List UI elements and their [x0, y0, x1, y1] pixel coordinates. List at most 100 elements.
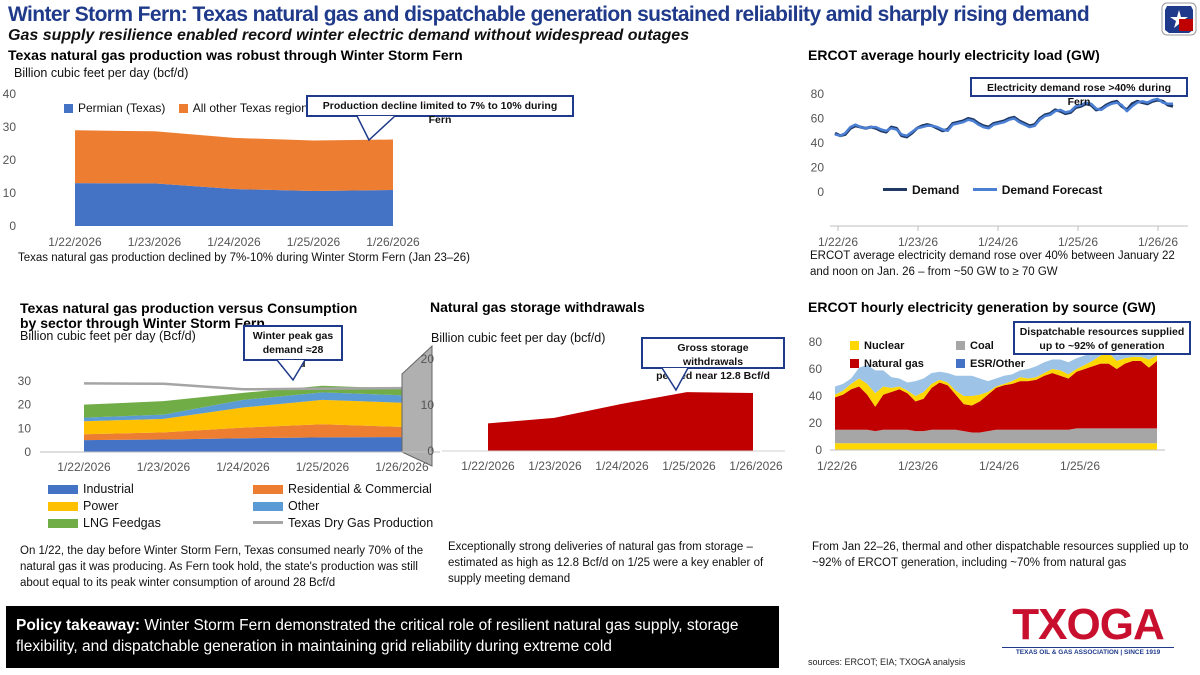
- legend-permian: Permian (Texas): [64, 101, 165, 115]
- x-tick-label: 1/26/2026: [375, 460, 429, 474]
- production-legend: Permian (Texas) All other Texas regions: [64, 101, 314, 115]
- y-tick-label: 30: [3, 120, 17, 134]
- area-natural-gas: [835, 360, 1157, 433]
- generation-caption: From Jan 22–26, thermal and other dispat…: [812, 541, 1189, 569]
- y-tick-label: 80: [809, 335, 823, 349]
- load-caption: ERCOT average electricity demand rose ov…: [810, 250, 1175, 278]
- consumption-callout: Winter peak gas demand ≈28 bcf/d: [243, 325, 343, 370]
- x-tick-label: 1/24/2026: [207, 235, 261, 249]
- policy-text: Winter Storm Fern demonstrated the criti…: [16, 617, 739, 655]
- legend-demand-forecast: Demand Forecast: [972, 183, 1102, 197]
- x-tick-label: 1/24/2026: [595, 459, 649, 473]
- legend-demand: Demand: [883, 183, 959, 197]
- y-tick-label: 0: [815, 443, 822, 457]
- y-tick-label: 40: [3, 87, 17, 101]
- line-demand-forecast: [834, 97, 1173, 137]
- x-tick-label: 1/22/26: [817, 459, 857, 473]
- legend-other-texas: All other Texas regions: [178, 101, 314, 115]
- policy-takeaway-box: Policy takeaway: Winter Storm Fern demon…: [6, 606, 779, 668]
- line-texas-dry-gas-production: [83, 382, 403, 391]
- x-tick-label: 1/23/26: [898, 459, 938, 473]
- generation-legend: Nuclear Coal Natural gas ESR/Other: [850, 337, 1040, 373]
- x-tick-label: 1/25/26: [1060, 459, 1100, 473]
- production-callout: Production decline limited to 7% to 10% …: [306, 95, 574, 126]
- x-tick-label: 1/26/2026: [729, 459, 783, 473]
- legend-nuclear: Nuclear: [850, 337, 956, 355]
- x-tick-label: 1/23/2026: [137, 460, 191, 474]
- sources-note: sources: ERCOT; EIA; TXOGA analysis: [808, 657, 966, 667]
- consumption-caption: On 1/22, the day before Winter Storm Fer…: [20, 545, 424, 589]
- x-tick-label: 1/24/26: [979, 459, 1019, 473]
- area-industrial: [84, 437, 402, 452]
- legend-other: Other: [253, 498, 319, 515]
- y-tick-label: 0: [24, 445, 31, 459]
- consumption-unit: Billion cubic feet per day (Bcf/d): [20, 329, 196, 343]
- y-tick-label: 20: [811, 161, 825, 175]
- area-other: [84, 392, 402, 422]
- storage-title: Natural gas storage withdrawals: [430, 299, 645, 315]
- policy-label: Policy takeaway:: [16, 617, 141, 634]
- production-callout-pointer: [356, 116, 396, 142]
- area-residential-commercial: [84, 424, 402, 441]
- y-tick-label: 0: [427, 444, 434, 458]
- page-subtitle: Gas supply resilience enabled record win…: [8, 27, 690, 44]
- storage-chart: 0 10 20 1/22/2026 1/23/2026 1/24/2026 1/25/202…: [421, 352, 785, 473]
- production-chart: 0 10 20 30 40 1/22/2026 1/23/2026 1/24/2026 1/25…: [3, 87, 420, 249]
- y-tick-label: 80: [811, 87, 825, 101]
- y-tick-label: 0: [817, 185, 824, 199]
- x-tick-label: 1/26/26: [1138, 235, 1178, 249]
- x-tick-label: 1/23/2026: [528, 459, 582, 473]
- production-unit: Billion cubic feet per day (bcf/d): [14, 66, 189, 80]
- consumption-callout-pointer: [276, 360, 306, 382]
- consumption-legend: Industrial Residential & Commercial Power…: [48, 481, 438, 532]
- area-power: [84, 399, 402, 435]
- x-tick-label: 1/22/2026: [461, 459, 515, 473]
- load-chart: 0 20 40 60 80 1/22/26 1/23/26 1/24/26 1/25/26 1/2…: [811, 87, 1188, 249]
- consumption-chart: 0 10 20 30 1/22/2026 1/23/2026 1/24/2026 1/25/2…: [18, 344, 440, 474]
- x-tick-label: 1/24/26: [978, 235, 1018, 249]
- area-all-other-texas-regions: [75, 130, 393, 192]
- legend-coal: Coal: [956, 337, 994, 355]
- y-tick-label: 20: [421, 352, 435, 366]
- y-tick-label: 20: [3, 153, 17, 167]
- storage-caption: Exceptionally strong deliveries of natur…: [448, 541, 764, 585]
- y-tick-label: 10: [421, 398, 435, 412]
- storage-callout: Gross storage withdrawals peaked near 12…: [641, 337, 785, 382]
- area-lng-feedgas: [84, 385, 402, 418]
- legend-dry-gas: Texas Dry Gas Production: [253, 515, 433, 532]
- legend-industrial: Industrial: [48, 481, 253, 498]
- y-tick-label: 60: [809, 362, 823, 376]
- legend-natural-gas: Natural gas: [850, 355, 956, 373]
- x-tick-label: 1/23/2026: [128, 235, 182, 249]
- x-tick-label: 1/22/2026: [57, 460, 111, 474]
- x-tick-label: 1/25/26: [1058, 235, 1098, 249]
- y-tick-label: 30: [18, 374, 32, 388]
- consumption-title: Texas natural gas production versus Cons…: [20, 300, 358, 331]
- x-tick-label: 1/25/2026: [662, 459, 716, 473]
- area-permian-texas-: [75, 183, 393, 226]
- area-nuclear: [835, 443, 1157, 450]
- y-tick-label: 40: [811, 136, 825, 150]
- x-tick-label: 1/23/26: [898, 235, 938, 249]
- load-title: ERCOT average hourly electricity load (G…: [808, 47, 1100, 63]
- x-tick-label: 1/25/2026: [287, 235, 341, 249]
- txoga-logo: TXOGA TEXAS OIL & GAS ASSOCIATION | SINC…: [1002, 603, 1174, 656]
- legend-esr: ESR/Other: [956, 355, 1025, 373]
- production-title: Texas natural gas production was robust …: [8, 47, 463, 63]
- x-tick-label: 1/25/2026: [296, 460, 350, 474]
- area-coal: [835, 428, 1157, 444]
- x-tick-label: 1/24/2026: [216, 460, 270, 474]
- x-tick-label: 1/22/26: [818, 235, 858, 249]
- legend-residential: Residential & Commercial: [253, 481, 432, 498]
- storage-callout-pointer: [661, 368, 689, 392]
- storage-unit: Billion cubic feet per day (bcf/d): [431, 331, 606, 345]
- y-tick-label: 10: [3, 186, 17, 200]
- y-tick-label: 40: [809, 389, 823, 403]
- y-tick-label: 20: [18, 398, 32, 412]
- y-tick-label: 20: [809, 416, 823, 430]
- y-tick-label: 0: [9, 219, 16, 233]
- legend-lng: LNG Feedgas: [48, 515, 253, 532]
- production-caption: Texas natural gas production declined by…: [18, 252, 470, 264]
- generation-chart: 0 20 40 60 80 1/22/26 1/23/26 1/24/26 1/25/26: [809, 335, 1165, 473]
- y-tick-label: 60: [811, 112, 825, 126]
